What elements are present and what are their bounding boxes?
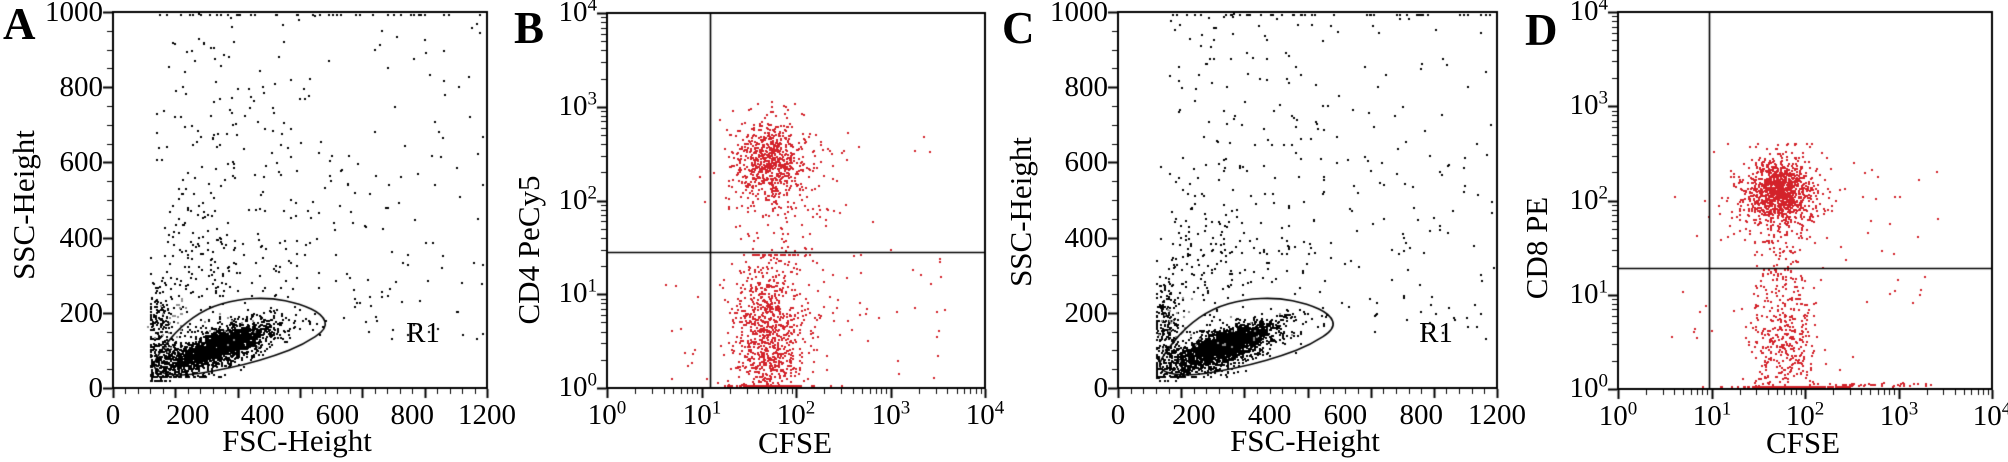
panel-c-y-tick-label: 0 xyxy=(1093,372,1109,404)
panel-b-x-tick-label: 100 xyxy=(587,397,627,431)
panel-c-y-tick-label: 1000 xyxy=(1050,0,1108,28)
panel-d-x-tick-label: 101 xyxy=(1692,398,1732,432)
panel-c-y-tick-label: 800 xyxy=(1064,71,1109,103)
panel-d-y-tick-label: 104 xyxy=(1569,0,1609,27)
panel-c-x-tick-label: 400 xyxy=(1247,399,1292,431)
panel-c-x-axis-title: FSC-Height xyxy=(1230,423,1380,458)
panel-a-letter: A xyxy=(3,0,36,49)
panel-d-y-tick-label: 103 xyxy=(1569,87,1609,121)
panel-b-x-tick-label: 103 xyxy=(871,397,911,431)
panel-a-y-tick-label: 600 xyxy=(59,146,104,178)
panel-b-y-tick-label: 102 xyxy=(558,182,598,216)
panel-b-x-tick-label: 101 xyxy=(682,397,722,431)
panel-c-x-tick-label: 600 xyxy=(1323,399,1368,431)
panel-a-x-tick-label: 600 xyxy=(315,399,360,431)
panel-b-x-tick-label: 104 xyxy=(965,397,1005,431)
panel-d-y-tick-label: 102 xyxy=(1569,182,1609,216)
panel-d-y-tick-label: 101 xyxy=(1569,276,1609,310)
panel-b-y-tick-label: 100 xyxy=(558,369,598,403)
panel-a-y-tick-label: 0 xyxy=(88,372,104,404)
panel-b-letter: B xyxy=(514,3,545,53)
panel-d-y-axis-title: CD8 PE xyxy=(1519,196,1554,300)
panel-b-y-axis-title: CD4 PeCy5 xyxy=(511,175,546,325)
panel-a-x-tick-label: 1200 xyxy=(458,399,516,431)
panel-d-x-tick-label: 102 xyxy=(1785,398,1825,432)
panel-b-x-axis-title: CFSE xyxy=(757,425,833,460)
panel-c-x-tick-label: 200 xyxy=(1172,399,1216,431)
panel-a-y-tick-label: 400 xyxy=(59,222,104,254)
panel-d-x-tick-label: 100 xyxy=(1598,398,1638,432)
panel-c-x-tick-label: 1200 xyxy=(1468,399,1526,431)
panel-a-x-axis-title: FSC-Height xyxy=(222,423,372,458)
panel-c-x-tick-label: 800 xyxy=(1399,399,1443,431)
panel-a-y-tick-label: 800 xyxy=(59,71,104,103)
panel-a-y-tick-label: 200 xyxy=(59,297,104,329)
panel-c-y-tick-label: 600 xyxy=(1064,146,1109,178)
panel-c-x-tick-label: 0 xyxy=(1110,399,1126,431)
panel-b-x-tick-label: 102 xyxy=(776,397,816,431)
panel-d-letter: D xyxy=(1525,5,1558,55)
panel-b-y-tick-label: 101 xyxy=(558,275,598,309)
panel-d-x-tick-label: 104 xyxy=(1972,398,2008,432)
panel-a-y-tick-label: 1000 xyxy=(45,0,103,28)
panel-a-x-tick-label: 800 xyxy=(390,399,434,431)
panel-b-y-tick-label: 104 xyxy=(558,0,598,28)
panel-c-gate-r1-label: R1 xyxy=(1419,317,1453,349)
panel-a-x-tick-label: 0 xyxy=(105,399,121,431)
panel-a-gate-r1-label: R1 xyxy=(406,317,440,349)
panel-b-y-tick-label: 103 xyxy=(558,88,598,122)
panel-d-x-axis-title: CFSE xyxy=(1765,425,1841,460)
panel-a-x-tick-label: 200 xyxy=(166,399,210,431)
panel-a-x-tick-label: 400 xyxy=(240,399,285,431)
panel-d-x-tick-label: 103 xyxy=(1879,398,1919,432)
panel-c-y-tick-label: 200 xyxy=(1064,297,1109,329)
panel-c-y-tick-label: 400 xyxy=(1064,222,1109,254)
panel-c-letter: C xyxy=(1002,3,1035,53)
panel-d-y-tick-label: 100 xyxy=(1569,370,1609,404)
